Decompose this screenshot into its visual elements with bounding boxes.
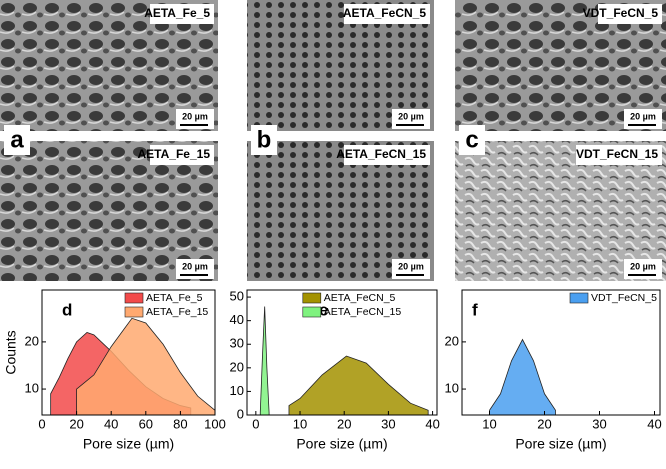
image-label: AETA_FeCN_5 xyxy=(343,6,426,20)
legend-label: AETA_Fe_15 xyxy=(146,306,208,318)
legend-swatch xyxy=(124,292,144,304)
x-axis-label: Pore size (µm) xyxy=(296,436,387,452)
x-tick-label: 0 xyxy=(252,416,259,431)
y-tick-label: 30 xyxy=(230,336,244,351)
y-tick-label: 20 xyxy=(25,333,39,348)
x-tick-label: 40 xyxy=(104,416,118,431)
panel-letter: d xyxy=(62,300,72,319)
panel-box xyxy=(251,125,277,155)
x-tick-label: 10 xyxy=(482,416,496,431)
y-tick-label: 50 xyxy=(230,289,244,304)
panel-letter: e xyxy=(319,300,328,319)
x-tick-label: 40 xyxy=(425,416,439,431)
x-tick-label: 40 xyxy=(647,416,661,431)
y-tick-label: 40 xyxy=(230,312,244,327)
area xyxy=(259,306,270,416)
panel-letter: c xyxy=(465,126,478,153)
image-label: AETA_FeCN_15 xyxy=(336,147,426,161)
x-tick-label: 30 xyxy=(381,416,395,431)
x-tick-label: 20 xyxy=(537,416,551,431)
y-tick-label: 10 xyxy=(445,380,459,395)
x-tick-label: 20 xyxy=(69,416,83,431)
y-tick-label: 10 xyxy=(230,383,244,398)
area xyxy=(288,355,429,416)
image-label: AETA_Fe_15 xyxy=(138,147,211,161)
legend-swatch xyxy=(302,306,322,318)
label-box xyxy=(150,4,214,24)
plot-frame xyxy=(41,289,216,416)
panel-letter: b xyxy=(257,126,272,153)
legend-label: AETA_Fe_5 xyxy=(146,292,203,304)
image-label: VDT_FeCN_15 xyxy=(576,147,658,161)
x-axis-label: Pore size (µm) xyxy=(515,436,606,452)
x-tick-label: 20 xyxy=(337,416,351,431)
x-tick-label: 100 xyxy=(204,416,226,431)
panel-letter: f xyxy=(472,300,478,319)
scale-label: 20 µm xyxy=(398,261,424,271)
label-box xyxy=(344,4,430,24)
legend-swatch xyxy=(569,292,589,304)
x-tick-label: 10 xyxy=(293,416,307,431)
label-box xyxy=(598,4,662,24)
plot-frame xyxy=(461,289,661,416)
legend-swatch xyxy=(124,306,144,318)
x-axis-label: Pore size (µm) xyxy=(83,436,174,452)
y-tick-label: 20 xyxy=(230,359,244,374)
plot-frame xyxy=(246,289,438,416)
legend-label: AETA_FeCN_5 xyxy=(324,292,396,304)
panel-letter: a xyxy=(10,126,24,153)
scale-label: 20 µm xyxy=(182,111,208,121)
scale-label: 20 µm xyxy=(630,111,656,121)
panel-box xyxy=(459,125,485,155)
image-label: AETA_Fe_5 xyxy=(144,6,210,20)
y-tick-label: 10 xyxy=(25,380,39,395)
x-tick-label: 30 xyxy=(592,416,606,431)
legend-swatch xyxy=(302,292,322,304)
y-axis-label: Counts xyxy=(3,330,19,374)
x-tick-label: 60 xyxy=(139,416,153,431)
panel-box xyxy=(4,125,30,155)
label-box xyxy=(344,145,430,165)
label-box xyxy=(150,145,214,165)
x-tick-label: 0 xyxy=(38,416,45,431)
legend-label: VDT_FeCN_5 xyxy=(591,292,657,304)
area xyxy=(489,338,556,416)
label-box xyxy=(576,145,662,165)
scale-label: 20 µm xyxy=(630,261,656,271)
scale-label: 20 µm xyxy=(182,261,208,271)
scale-label: 20 µm xyxy=(398,111,424,121)
y-tick-label: 0 xyxy=(237,406,244,421)
legend-label: AETA_FeCN_15 xyxy=(324,306,402,318)
image-label: VDT_FeCN_5 xyxy=(583,6,659,20)
x-tick-label: 80 xyxy=(173,416,187,431)
y-tick-label: 20 xyxy=(445,333,459,348)
